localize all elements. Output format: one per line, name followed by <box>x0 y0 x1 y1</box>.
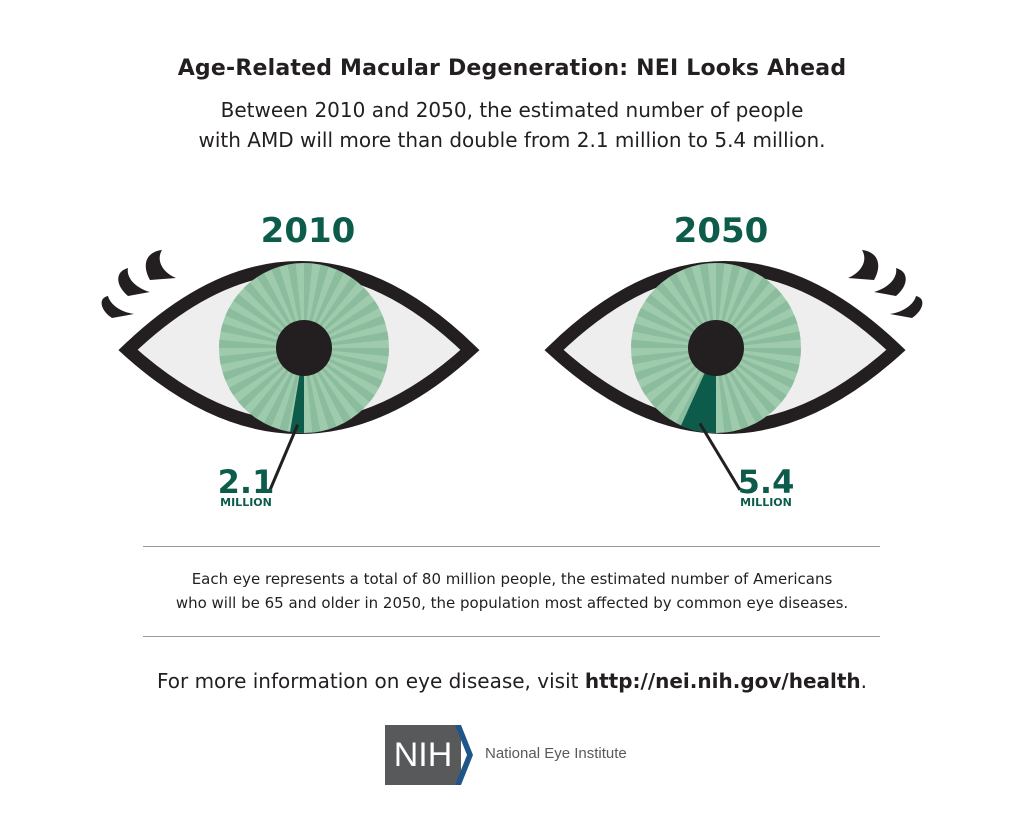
nih-logo-mark <box>385 725 473 785</box>
page-title: Age-Related Macular Degeneration: NEI Lo… <box>177 56 847 81</box>
leader-line-2010 <box>268 424 300 491</box>
more-info-text: For more information on eye disease, vis… <box>0 669 1024 693</box>
leader-line-2050 <box>698 422 742 491</box>
footnote-line-1: Each eye represents a total of 80 millio… <box>191 570 833 588</box>
footnote-line-2: who will be 65 and older in 2050, the po… <box>175 594 849 612</box>
eyelashes-right <box>848 250 923 318</box>
more-info-link[interactable]: http://nei.nih.gov/health <box>584 669 861 693</box>
eye-2010: 2010 2.1 MILLION <box>101 211 480 509</box>
pupil-2050 <box>688 320 744 376</box>
value-label-2010: 2.1 <box>218 463 275 501</box>
year-label-2050: 2050 <box>674 211 769 251</box>
eyelashes-left <box>101 250 176 318</box>
divider-top <box>143 546 880 547</box>
subtitle-line-2: with AMD will more than double from 2.1 … <box>198 128 826 152</box>
year-label-2010: 2010 <box>261 211 356 251</box>
nih-logo-letters: NIH <box>393 736 453 774</box>
unit-label-2050: MILLION <box>740 496 792 509</box>
nih-institute-name: National Eye Institute <box>485 745 627 762</box>
value-label-2050: 5.4 <box>738 463 795 501</box>
divider-bottom <box>143 636 880 637</box>
pupil-2010 <box>276 320 332 376</box>
more-info-prefix: For more information on eye disease, vis… <box>156 669 585 693</box>
more-info-suffix: . <box>860 669 868 693</box>
eyes-chart: 2010 2.1 MILLION 2050 5.4 MILLION <box>101 211 923 509</box>
eye-2050: 2050 5.4 MILLION <box>544 211 923 509</box>
unit-label-2010: MILLION <box>220 496 272 509</box>
subtitle-line-1: Between 2010 and 2050, the estimated num… <box>220 98 804 122</box>
